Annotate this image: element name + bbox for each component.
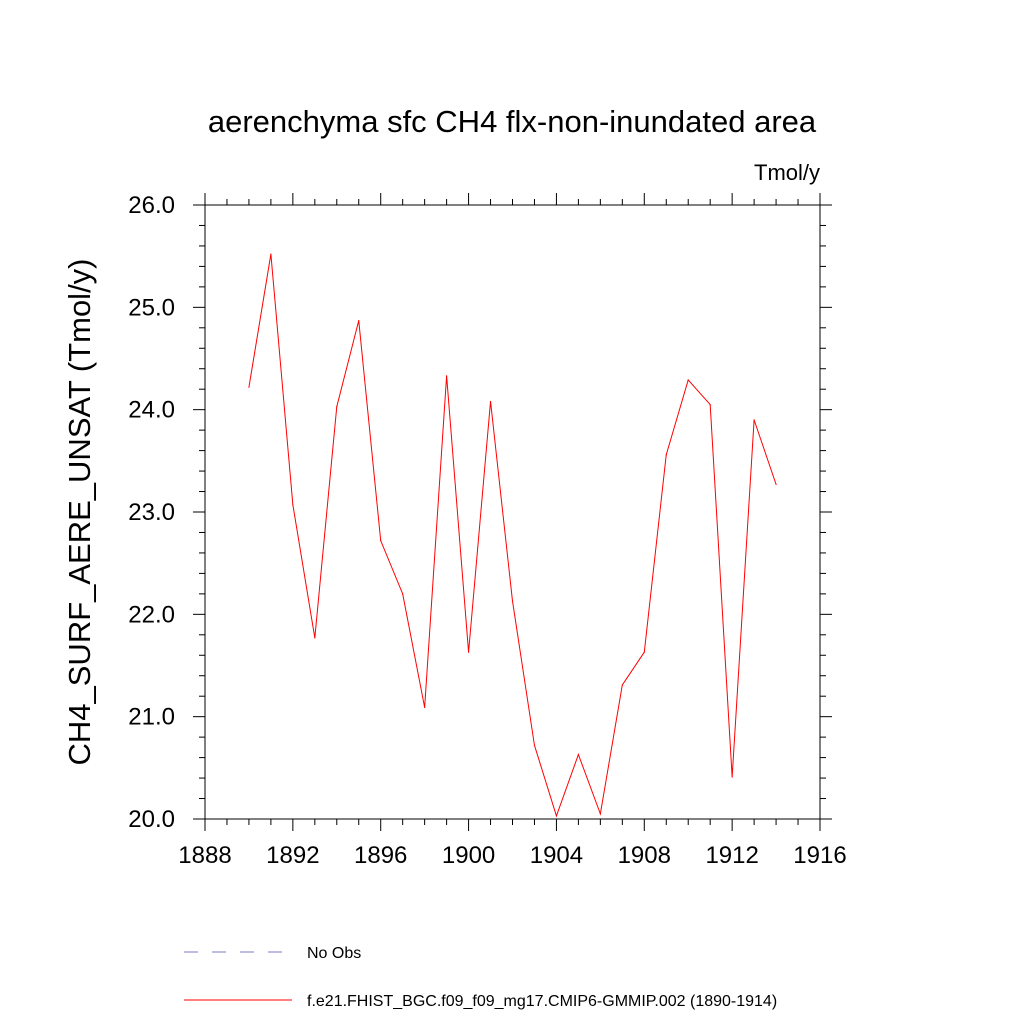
x-tick-label: 1900 <box>442 842 495 869</box>
x-tick-label: 1888 <box>178 842 231 869</box>
data-point <box>709 403 711 406</box>
data-point <box>380 540 382 542</box>
data-point <box>775 483 777 485</box>
data-point <box>402 593 404 595</box>
y-tick-label: 20.0 <box>128 806 175 833</box>
y-tick-label: 21.0 <box>128 704 175 731</box>
data-point <box>599 813 601 815</box>
chart-title: aerenchyma sfc CH4 flx-non-inundated are… <box>208 104 817 139</box>
data-point <box>446 375 448 377</box>
y-tick-label: 23.0 <box>128 499 175 526</box>
data-point <box>358 320 360 322</box>
plot-area: 1888 1892 1896 1900 1904 1908 1912 1916 20.0 21.0… <box>128 192 846 869</box>
legend-label: No Obs <box>307 945 361 962</box>
data-point <box>424 706 426 709</box>
data-point <box>489 400 492 403</box>
y-tick-label: 25.0 <box>128 294 175 321</box>
legend-label: f.e21.FHIST_BGC.f09_f09_mg17.CMIP6-GMMIP… <box>307 993 777 1010</box>
y-axis-title: CH4_SURF_AERE_UNSAT (Tmol/y) <box>62 258 97 765</box>
x-tick-label: 1912 <box>705 842 758 869</box>
y-tick-label: 22.0 <box>128 601 175 628</box>
data-point <box>753 419 755 421</box>
data-point <box>270 253 272 255</box>
data-point <box>467 651 470 653</box>
data-point <box>248 386 250 388</box>
data-point <box>555 815 558 817</box>
y-tick-label: 24.0 <box>128 397 175 424</box>
x-tick-label: 1892 <box>266 842 319 869</box>
legend: No Obs f.e21.FHIST_BGC.f09_f09_mg17.CMIP6… <box>184 945 777 1010</box>
y-tick-label: 26.0 <box>128 192 175 219</box>
data-point <box>731 776 733 778</box>
data-point <box>292 504 294 506</box>
data-point <box>687 379 689 381</box>
x-tick-label: 1916 <box>793 842 846 869</box>
units-label: Tmol/y <box>754 160 820 185</box>
data-point <box>577 753 579 756</box>
data-point <box>511 600 514 602</box>
data-point <box>314 637 316 639</box>
data-point <box>336 405 338 408</box>
data-point <box>621 684 623 686</box>
data-point <box>643 651 645 653</box>
x-tick-label: 1908 <box>618 842 671 869</box>
data-point <box>665 454 667 456</box>
x-tick-label: 1896 <box>354 842 407 869</box>
data-point <box>533 744 536 746</box>
x-tick-label: 1904 <box>530 842 583 869</box>
